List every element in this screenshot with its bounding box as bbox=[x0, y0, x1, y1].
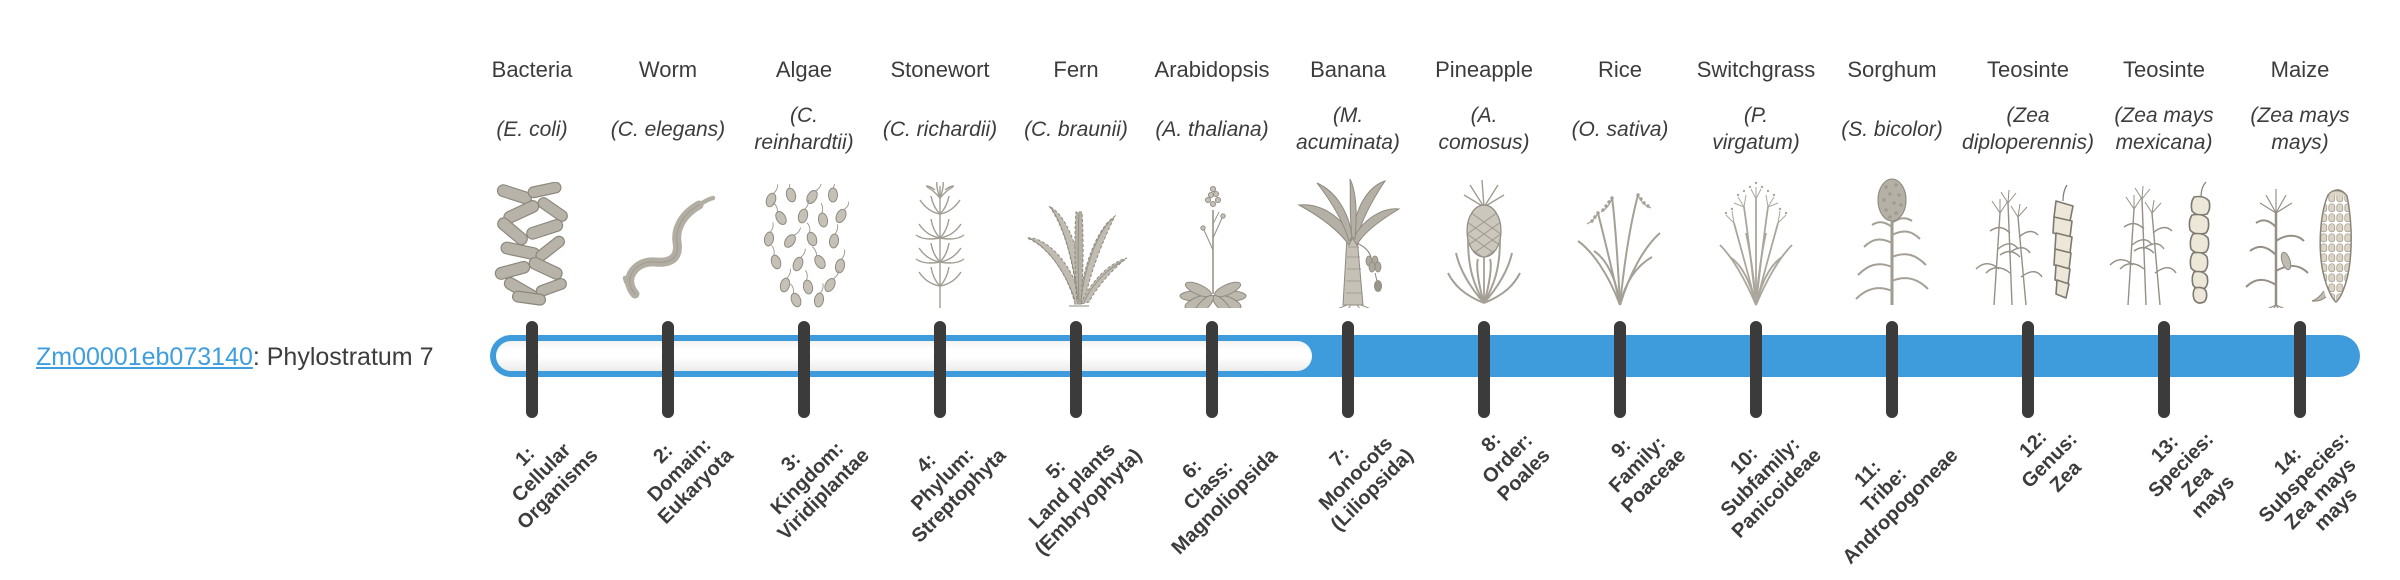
stratum-tick-2 bbox=[662, 321, 674, 418]
stratum-tick-7 bbox=[1342, 321, 1354, 418]
taxon-column-worm: Worm (C. elegans) bbox=[593, 0, 743, 320]
stratum-label-14: 14: Subspecies: Zea mays mays bbox=[2254, 428, 2363, 536]
stratum-label-8: 8: Order: Poales bbox=[1476, 428, 1554, 506]
stratum-label-1: 1: Cellular Organisms bbox=[507, 439, 602, 534]
taxon-common-name: Sorghum bbox=[1847, 57, 1937, 82]
stratum-tick-8 bbox=[1478, 321, 1490, 418]
taxon-scientific-name: (Zea mays mays) bbox=[2250, 104, 2350, 154]
taxon-scientific-name: (C. reinhardtii) bbox=[754, 104, 854, 154]
fern-icon bbox=[1001, 170, 1151, 308]
stratum-tick-5 bbox=[1070, 321, 1082, 418]
stratum-label-3: 3: Kingdom: Viridiplantae bbox=[766, 437, 874, 545]
taxon-column-sorghum: Sorghum (S. bicolor) bbox=[1817, 0, 1967, 320]
stratum-label-11: 11: Tribe: Andropogoneae bbox=[1837, 444, 1962, 569]
sorghum-icon bbox=[1817, 170, 1967, 308]
taxon-scientific-name: (P. virgatum) bbox=[1712, 104, 1800, 154]
stratum-label-12: 12: Genus: Zea bbox=[2015, 426, 2086, 497]
taxon-column-pineapple: Pineapple (A. comosus) bbox=[1409, 0, 1559, 320]
teosinte-mexicana-icon bbox=[2089, 170, 2239, 308]
algae-icon bbox=[729, 170, 879, 308]
stratum-label-7: 7: Monocots (Liliopsida) bbox=[1315, 432, 1418, 536]
taxon-scientific-name: (A. comosus) bbox=[1438, 104, 1530, 154]
taxon-common-name: Stonewort bbox=[890, 57, 990, 82]
taxon-column-fern: Fern (C. braunii) bbox=[1001, 0, 1151, 320]
stratum-tick-3 bbox=[798, 321, 810, 418]
taxon-common-name: Maize bbox=[2270, 57, 2330, 82]
taxon-common-name: Switchgrass bbox=[1696, 57, 1816, 82]
taxon-column-switchgrass: Switchgrass (P. virgatum) bbox=[1681, 0, 1831, 320]
taxon-column-stonewort: Stonewort (C. richardii) bbox=[865, 0, 1015, 320]
stratum-label-5: 5: Land plants (Embryophyta) bbox=[1024, 438, 1146, 560]
stratum-label-13: 13: Species: Zea mays bbox=[2143, 428, 2239, 524]
taxon-scientific-name: (E. coli) bbox=[496, 117, 568, 141]
taxon-scientific-name: (C. richardii) bbox=[882, 117, 998, 141]
taxon-common-name: Bacteria bbox=[491, 57, 573, 82]
stratum-tick-13 bbox=[2158, 321, 2170, 418]
taxon-common-name: Algae bbox=[775, 57, 833, 82]
taxon-column-banana: Banana (M. acuminata) bbox=[1273, 0, 1423, 320]
stratum-tick-10 bbox=[1750, 321, 1762, 418]
stonewort-icon bbox=[865, 170, 1015, 308]
stratum-label-2: 2: Domain: Eukaryota bbox=[643, 434, 738, 529]
taxon-common-name: Teosinte bbox=[1987, 57, 2069, 82]
taxon-column-maize: Maize (Zea mays mays) bbox=[2225, 0, 2375, 320]
pineapple-icon bbox=[1409, 170, 1559, 308]
taxon-common-name: Fern bbox=[1053, 57, 1099, 82]
taxon-common-name: Teosinte bbox=[2123, 57, 2205, 82]
taxon-scientific-name: (Zea mays mexicana) bbox=[2114, 104, 2214, 154]
taxon-common-name: Arabidopsis bbox=[1154, 57, 1270, 82]
stratum-label-6: 6: Class: Magnoliopsida bbox=[1167, 444, 1282, 559]
bacteria-icon bbox=[457, 170, 607, 308]
stratum-label-9: 9: Family: Poaceae bbox=[1604, 432, 1690, 518]
worm-icon bbox=[593, 170, 743, 308]
taxon-scientific-name: (Zea diploperennis) bbox=[1962, 104, 2094, 154]
taxon-column-teosinte-diploperennis: Teosinte (Zea diploperennis) bbox=[1953, 0, 2103, 320]
stratum-tick-6 bbox=[1206, 321, 1218, 418]
taxon-common-name: Worm bbox=[638, 57, 698, 82]
track-unfilled-segment bbox=[496, 341, 1312, 371]
stratum-tick-9 bbox=[1614, 321, 1626, 418]
taxon-common-name: Rice bbox=[1597, 57, 1642, 82]
taxon-scientific-name: (C. elegans) bbox=[610, 117, 726, 141]
stratum-tick-1 bbox=[526, 321, 538, 418]
rice-icon bbox=[1545, 170, 1695, 308]
taxon-common-name: Banana bbox=[1310, 57, 1386, 82]
gene-id-link[interactable]: Zm00001eb073140 bbox=[36, 343, 253, 371]
taxon-scientific-name: (C. braunii) bbox=[1024, 117, 1128, 141]
arabidopsis-icon bbox=[1137, 170, 1287, 308]
taxon-scientific-name: (M. acuminata) bbox=[1296, 104, 1400, 154]
stratum-tick-14 bbox=[2294, 321, 2306, 418]
banana-icon bbox=[1273, 170, 1423, 308]
stratum-tick-4 bbox=[934, 321, 946, 418]
stratum-label-4: 4: Phylum: Streptophyta bbox=[906, 443, 1010, 548]
gene-label: Zm00001eb073140: Phylostratum 7 bbox=[36, 341, 434, 373]
gene-phylostratum-text: : Phylostratum 7 bbox=[252, 343, 434, 371]
maize-icon bbox=[2225, 170, 2375, 308]
taxon-scientific-name: (O. sativa) bbox=[1571, 117, 1669, 141]
taxon-column-arabidopsis: Arabidopsis (A. thaliana) bbox=[1137, 0, 1287, 320]
stratum-label-10: 10: Subfamily: Panicoideae bbox=[1716, 433, 1826, 543]
phylostratum-track bbox=[490, 335, 2360, 377]
stratum-tick-11 bbox=[1886, 321, 1898, 418]
taxon-column-algae: Algae (C. reinhardtii) bbox=[729, 0, 879, 320]
taxon-column-bacteria: Bacteria (E. coli) bbox=[457, 0, 607, 320]
taxon-column-teosinte-mexicana: Teosinte (Zea mays mexicana) bbox=[2089, 0, 2239, 320]
taxon-scientific-name: (A. thaliana) bbox=[1155, 117, 1269, 141]
teosinte-diploperennis-icon bbox=[1953, 170, 2103, 308]
taxon-column-rice: Rice (O. sativa) bbox=[1545, 0, 1695, 320]
taxon-common-name: Pineapple bbox=[1435, 57, 1533, 82]
taxon-scientific-name: (S. bicolor) bbox=[1841, 117, 1943, 141]
stratum-tick-12 bbox=[2022, 321, 2034, 418]
switchgrass-icon bbox=[1681, 170, 1831, 308]
